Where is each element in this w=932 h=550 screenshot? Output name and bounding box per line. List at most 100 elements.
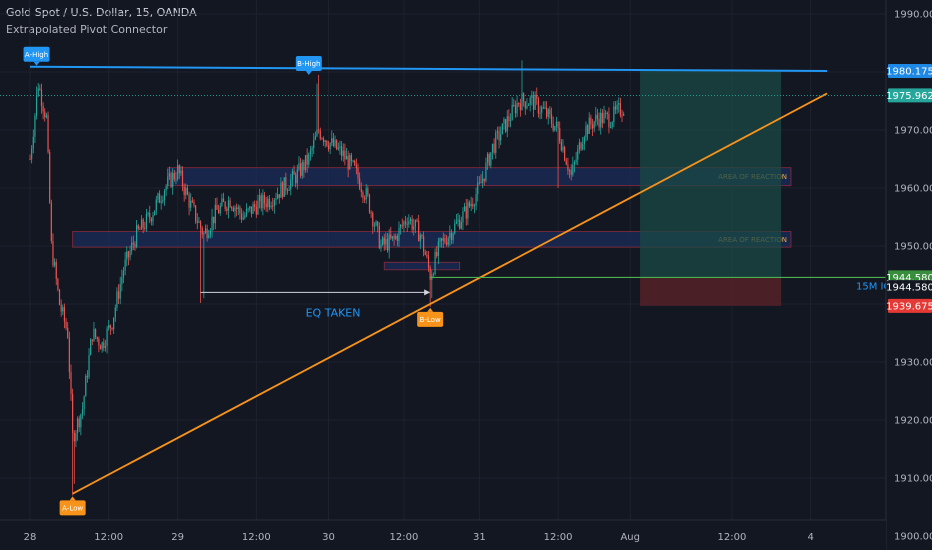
candle-body: [81, 409, 84, 415]
candle-body: [398, 227, 400, 242]
candle-body: [516, 103, 518, 114]
price-tick-label: 1900.000: [894, 532, 932, 543]
candle-body: [565, 160, 567, 165]
candle-body: [445, 242, 448, 245]
candle-body: [145, 213, 148, 229]
candle-body: [355, 165, 357, 168]
candle-body: [390, 234, 392, 239]
candle-body: [506, 116, 508, 132]
candle-body: [495, 132, 497, 153]
candle-body: [547, 109, 549, 117]
candle-body: [382, 237, 384, 245]
candle-body: [452, 233, 454, 240]
candle-body: [280, 182, 282, 198]
candle-body: [377, 221, 379, 226]
candle-body: [209, 230, 211, 235]
candle-body: [439, 238, 441, 242]
pivot-label: B-Low: [420, 316, 441, 324]
stop-zone: [640, 277, 782, 306]
candle-body: [511, 104, 513, 120]
price-tick-label: 1950.000: [894, 242, 932, 253]
candle-body: [588, 117, 590, 134]
candle-body: [400, 225, 402, 228]
candle-body: [144, 227, 146, 229]
candle-body: [534, 94, 536, 110]
candle-body: [95, 328, 97, 337]
candle-body: [68, 337, 70, 373]
time-axis[interactable]: 28 12:00 29 12:00 30 12:00 31 12:00 Aug 12:00 4: [0, 519, 886, 550]
candle-body: [272, 205, 274, 207]
candle-body: [265, 203, 267, 208]
candle-body: [621, 115, 623, 117]
candle-body: [450, 232, 453, 240]
candle-body: [464, 206, 466, 212]
candle-body: [437, 241, 439, 257]
position-label: 15M IC: [856, 281, 890, 292]
candle-body: [300, 163, 302, 176]
candle-body: [521, 93, 523, 111]
drawings-layer[interactable]: [0, 65, 886, 495]
price-tag: [888, 298, 932, 313]
candle-body: [121, 277, 123, 285]
candle-body: [35, 95, 38, 116]
candle-body: [50, 202, 52, 241]
time-tick-label: 12:00: [94, 532, 123, 543]
candle-body: [270, 205, 272, 208]
candle-body: [541, 107, 543, 113]
candle-body: [468, 202, 471, 207]
candle-body: [349, 155, 351, 170]
position-tool[interactable]: 15M IC: [640, 70, 890, 306]
time-tick-label: 30: [322, 532, 335, 543]
candle-body: [459, 219, 461, 229]
candle-body: [473, 205, 476, 207]
candle-body: [608, 113, 610, 128]
candle-body: [37, 88, 39, 96]
candle-body: [386, 238, 389, 251]
trendline: [72, 92, 828, 495]
candle-body: [168, 173, 170, 177]
candle-body: [424, 251, 426, 255]
candle-body: [162, 199, 164, 202]
candle-body: [619, 103, 621, 116]
candle-body: [406, 223, 408, 225]
candle-body: [575, 159, 577, 163]
candle-body: [404, 221, 407, 224]
candle-body: [278, 194, 280, 198]
candle-body: [614, 106, 617, 110]
candle-body: [193, 202, 195, 206]
candle-body: [86, 375, 88, 378]
time-tick-label: 4: [807, 532, 813, 543]
price-tick-label: 1990.000: [894, 10, 932, 21]
candle-body: [357, 167, 359, 179]
candle-body: [177, 165, 179, 180]
candle-body: [572, 164, 574, 175]
candle-body: [140, 219, 143, 230]
candle-body: [347, 155, 349, 170]
candle-body: [158, 193, 161, 203]
candle-body: [113, 317, 115, 330]
candle-body: [185, 187, 187, 195]
candle-body: [403, 221, 405, 226]
candle-body: [332, 138, 334, 146]
candle-body: [91, 339, 93, 341]
candle-body: [295, 174, 297, 184]
candle-body: [99, 345, 102, 350]
pivot-badge-pointer: [427, 307, 434, 312]
candle-body: [175, 179, 177, 181]
candle-body: [460, 222, 462, 229]
candle-body: [127, 251, 129, 258]
candle-body: [237, 207, 239, 210]
candle-body: [296, 169, 298, 184]
candle-body: [342, 150, 344, 156]
candle-body: [90, 339, 92, 356]
indicator-name: Extrapolated Pivot Connector: [6, 23, 168, 36]
price-tag: [888, 280, 932, 295]
price-axis[interactable]: 1900.0001910.0001920.0001930.0001940.000…: [885, 0, 932, 550]
candle-body: [318, 129, 320, 131]
candle-body: [139, 228, 141, 230]
candle-body: [441, 238, 443, 241]
candle-body: [447, 237, 449, 245]
candle-body: [160, 201, 162, 203]
candle-body: [418, 221, 420, 242]
